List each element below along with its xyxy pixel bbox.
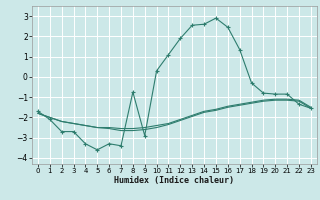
- X-axis label: Humidex (Indice chaleur): Humidex (Indice chaleur): [115, 176, 234, 185]
